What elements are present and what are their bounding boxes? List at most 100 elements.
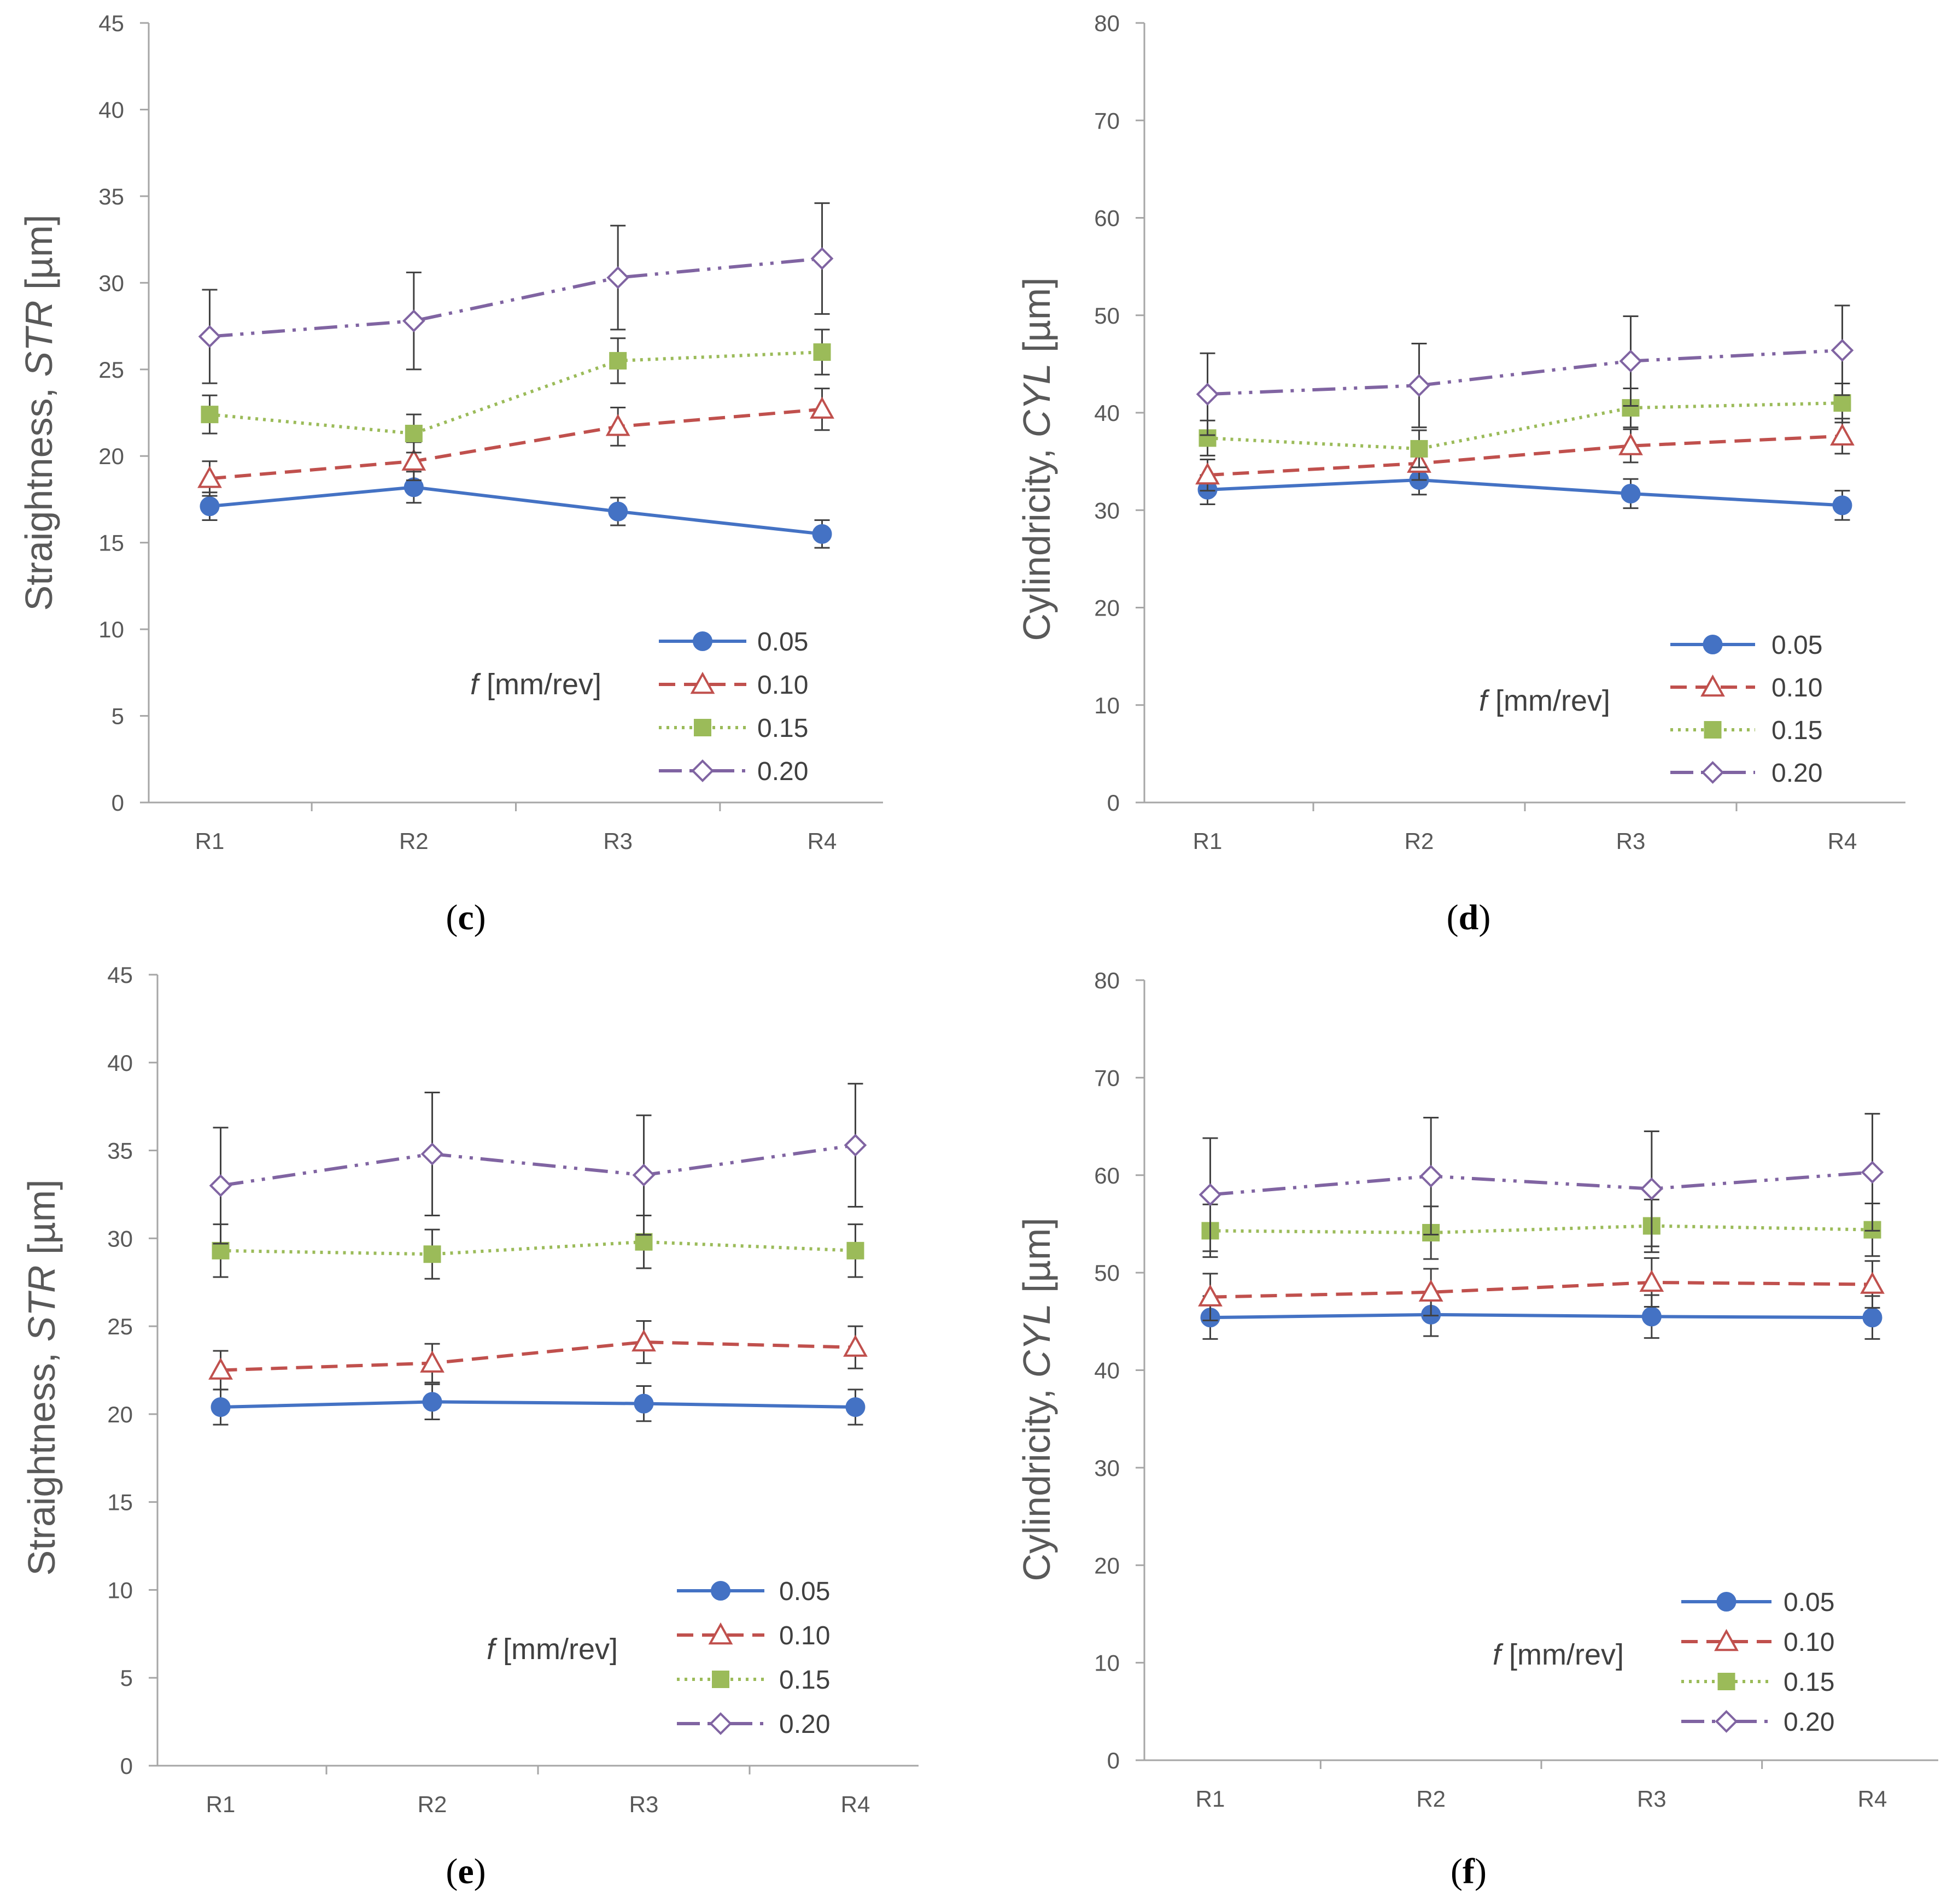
legend-title: f [mm/rev]: [470, 668, 601, 701]
y-tick-label: 5: [112, 704, 124, 729]
data-point: [401, 448, 426, 471]
data-point: [1862, 1308, 1882, 1328]
legend-label: 0.10: [1771, 673, 1822, 702]
y-tick-label: 10: [1094, 693, 1120, 718]
y-axis-title-symbol: CYL: [1015, 1303, 1058, 1378]
data-point: [423, 1245, 441, 1263]
y-tick-label: 15: [107, 1490, 133, 1515]
caption-letter: f: [1463, 1852, 1475, 1891]
data-point: [844, 1134, 867, 1157]
y-axis-title-symbol: STR: [20, 1266, 63, 1342]
data-point: [201, 406, 219, 424]
y-axis-title-unit: [µm]: [17, 215, 60, 301]
series-0.05: [1197, 464, 1852, 521]
legend-label: 0.10: [779, 1621, 830, 1650]
legend-title: f [mm/rev]: [1493, 1638, 1624, 1671]
data-point: [1198, 1183, 1222, 1206]
x-tick-label: R2: [1405, 828, 1434, 854]
y-tick-label: 20: [98, 443, 124, 469]
x-tick-label: R1: [206, 1791, 236, 1817]
caption-close: ): [1475, 1852, 1487, 1891]
y-tick-label: 40: [1094, 400, 1120, 426]
caption-open: (: [446, 1852, 458, 1891]
series-0.20: [1196, 304, 1854, 436]
y-tick-label: 70: [1094, 108, 1120, 133]
y-tick-label: 30: [1094, 1455, 1120, 1481]
x-tick-label: R4: [1858, 1786, 1887, 1812]
y-tick-label: 30: [1094, 497, 1120, 523]
series-0.15: [212, 1215, 864, 1280]
legend-marker: [693, 631, 712, 651]
data-point: [810, 396, 834, 419]
chart-d: 0 10 20 30 40 50 60 70 80 R1 R2 R3 R4 Cylindricity, C…: [1015, 10, 1905, 938]
legend-label: 0.20: [779, 1710, 830, 1739]
caption-letter: c: [458, 898, 473, 938]
data-point: [1196, 383, 1219, 406]
series-0.10: [208, 1320, 868, 1391]
y-tick-label: 20: [1094, 595, 1120, 621]
legend-label: 0.15: [1771, 716, 1822, 745]
series-line: [1210, 1313, 1873, 1320]
legend-marker: [1714, 1628, 1739, 1651]
caption-letter: d: [1459, 898, 1479, 938]
data-point: [212, 1241, 230, 1259]
x-tick-label: R3: [1637, 1786, 1667, 1812]
y-axis-title-symbol: CYL: [1015, 363, 1058, 437]
data-point: [1195, 462, 1220, 485]
y-tick-label: 70: [1094, 1065, 1120, 1091]
legend-label: 0.05: [757, 628, 808, 657]
legend-title-unit: [mm/rev]: [1501, 1638, 1624, 1671]
legend-marker: [694, 719, 711, 736]
data-point: [632, 1329, 656, 1352]
data-point: [608, 501, 628, 522]
x-tick-label: R1: [1193, 828, 1223, 854]
data-point: [1830, 423, 1855, 446]
x-tick-label: R3: [629, 1791, 659, 1817]
y-axis-title-text: Straightness,: [17, 377, 60, 611]
x-tick-label: R2: [399, 828, 429, 854]
y-tick-label: 15: [98, 530, 124, 556]
caption-close: ): [1478, 898, 1490, 938]
legend-label: 0.05: [779, 1577, 830, 1606]
data-point: [810, 247, 834, 270]
legend-marker: [1715, 1710, 1738, 1733]
chart-c: 0 5 10 15 20 25 30 35 40 45 R1 R2 R3 R4 Straightness, …: [17, 10, 883, 938]
legend-label: 0.20: [1784, 1708, 1834, 1737]
data-point: [420, 1143, 444, 1165]
caption-open: (: [1451, 1852, 1463, 1891]
y-tick-label: 80: [1094, 968, 1120, 993]
data-point: [813, 343, 831, 361]
legend-label: 0.20: [757, 757, 808, 786]
data-point: [605, 414, 630, 436]
y-tick-label: 25: [107, 1314, 133, 1339]
legend-marker: [1716, 1592, 1736, 1612]
y-tick-label: 10: [1094, 1650, 1120, 1676]
x-tick-label: R1: [1196, 1786, 1225, 1812]
chart-e: 0 5 10 15 20 25 30 35 40 45 R1 R2 R3 R4 Straightness, …: [20, 962, 919, 1891]
y-tick-label: 25: [98, 357, 124, 383]
legend-marker: [708, 1622, 733, 1645]
data-point: [1618, 433, 1643, 455]
data-point: [1419, 1164, 1443, 1188]
data-point: [422, 1392, 442, 1412]
series-line: [220, 1340, 856, 1372]
y-tick-label: 50: [1094, 1260, 1120, 1286]
series-0.05: [211, 1383, 866, 1426]
legend-label: 0.15: [779, 1666, 830, 1695]
series-0.05: [200, 471, 832, 549]
y-tick-label: 0: [112, 790, 124, 816]
panel-caption: (e): [446, 1852, 486, 1891]
series-0.15: [1201, 1198, 1881, 1260]
y-tick-label: 60: [1094, 206, 1120, 231]
y-axis-title-unit: [µm]: [1015, 1217, 1058, 1303]
legend-marker: [711, 1581, 730, 1601]
legend-label: 0.10: [1784, 1628, 1834, 1657]
series-0.15: [201, 329, 831, 454]
caption-letter: e: [458, 1852, 473, 1891]
data-point: [846, 1241, 864, 1259]
data-point: [1860, 1272, 1885, 1294]
caption-close: ): [474, 898, 486, 938]
data-point: [1861, 1161, 1884, 1184]
legend-label: 0.20: [1771, 759, 1822, 788]
